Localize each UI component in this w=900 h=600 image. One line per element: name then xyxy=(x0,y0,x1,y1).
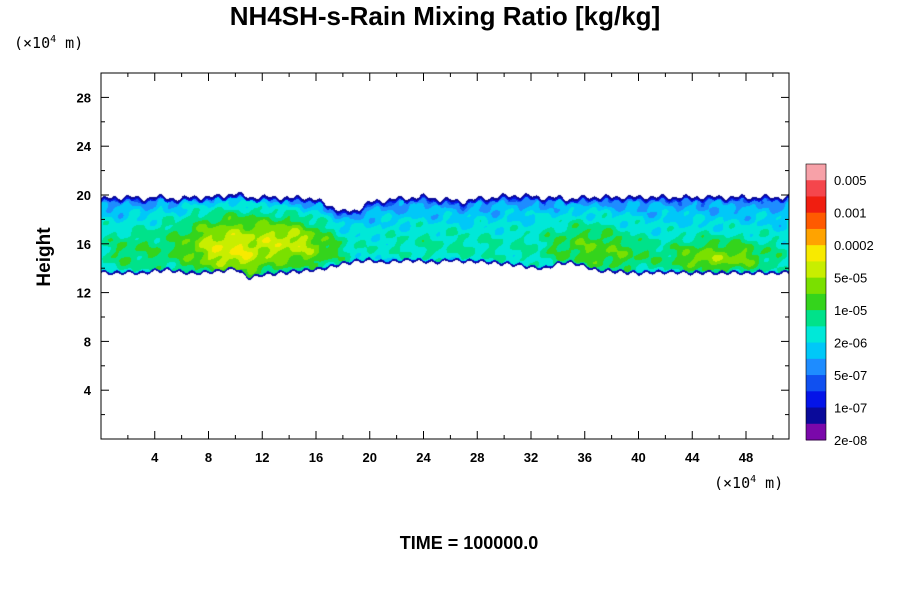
colorbar-swatch xyxy=(806,407,826,425)
chart-title: NH4SH-s-Rain Mixing Ratio [kg/kg] xyxy=(230,1,660,31)
y-axis: 4 8 12 16 20 24 28 xyxy=(77,90,789,416)
colorbar-label: 0.005 xyxy=(834,173,867,188)
colorbar-label: 5e-05 xyxy=(834,271,867,286)
colorbar-swatch xyxy=(806,212,826,230)
x-tick-label: 48 xyxy=(739,450,753,465)
y-tick-label: 12 xyxy=(77,286,91,301)
colorbar-swatch xyxy=(806,310,826,327)
x-axis-unit: (×104 m) xyxy=(714,474,783,492)
colorbar-swatch xyxy=(806,261,826,279)
colorbar-swatch xyxy=(806,342,826,360)
plot-frame xyxy=(100,72,790,440)
colorbar-label: 2e-08 xyxy=(834,433,867,448)
colorbar-swatch xyxy=(806,358,826,376)
colorbar-label: 0.001 xyxy=(834,206,867,221)
colorbar-swatch xyxy=(806,326,826,344)
x-axis: 4 8 12 16 20 24 28 32 36 40 44 48 xyxy=(127,73,774,465)
y-tick-label: 4 xyxy=(84,383,92,398)
colorbar-swatch xyxy=(806,245,826,262)
x-tick-label: 16 xyxy=(309,450,323,465)
y-axis-label: Height xyxy=(34,227,55,287)
colorbar-swatch xyxy=(806,423,826,441)
y-tick-label: 20 xyxy=(77,188,91,203)
x-tick-label: 24 xyxy=(416,450,431,465)
colorbar-label: 1e-07 xyxy=(834,401,867,416)
colorbar-label: 5e-07 xyxy=(834,368,867,383)
time-label: TIME = 100000.0 xyxy=(400,533,539,553)
colorbar-label: 2e-06 xyxy=(834,336,867,351)
x-tick-label: 28 xyxy=(470,450,484,465)
colorbar-swatch xyxy=(806,228,826,246)
colorbar-swatch xyxy=(806,293,826,311)
colorbar-swatch xyxy=(806,375,826,392)
y-tick-label: 16 xyxy=(77,237,91,252)
colorbar-frame xyxy=(805,163,827,441)
x-tick-label: 32 xyxy=(524,450,538,465)
mixing-ratio-field xyxy=(101,73,789,439)
colorbar-swatch xyxy=(806,391,826,409)
x-tick-label: 44 xyxy=(685,450,700,465)
colorbar-label: 1e-05 xyxy=(834,303,867,318)
x-tick-label: 12 xyxy=(255,450,269,465)
colorbar-swatch xyxy=(806,196,826,214)
colorbar-label: 0.0002 xyxy=(834,238,874,253)
y-tick-label: 24 xyxy=(77,139,92,154)
x-tick-label: 4 xyxy=(151,450,159,465)
colorbar-swatch xyxy=(806,164,826,181)
y-tick-label: 28 xyxy=(77,90,91,105)
colorbar: 0.005 0.001 0.0002 5e-05 1e-05 2e-06 5e-07 1e-0… xyxy=(805,163,874,448)
colorbar-swatch xyxy=(806,277,826,295)
x-tick-label: 36 xyxy=(578,450,592,465)
y-axis-unit: (×104 m) xyxy=(14,34,83,52)
x-tick-label: 40 xyxy=(631,450,645,465)
x-tick-label: 8 xyxy=(205,450,212,465)
y-tick-label: 8 xyxy=(84,334,91,349)
plot-area xyxy=(100,72,790,440)
colorbar-swatch xyxy=(806,180,826,197)
x-tick-label: 20 xyxy=(363,450,377,465)
